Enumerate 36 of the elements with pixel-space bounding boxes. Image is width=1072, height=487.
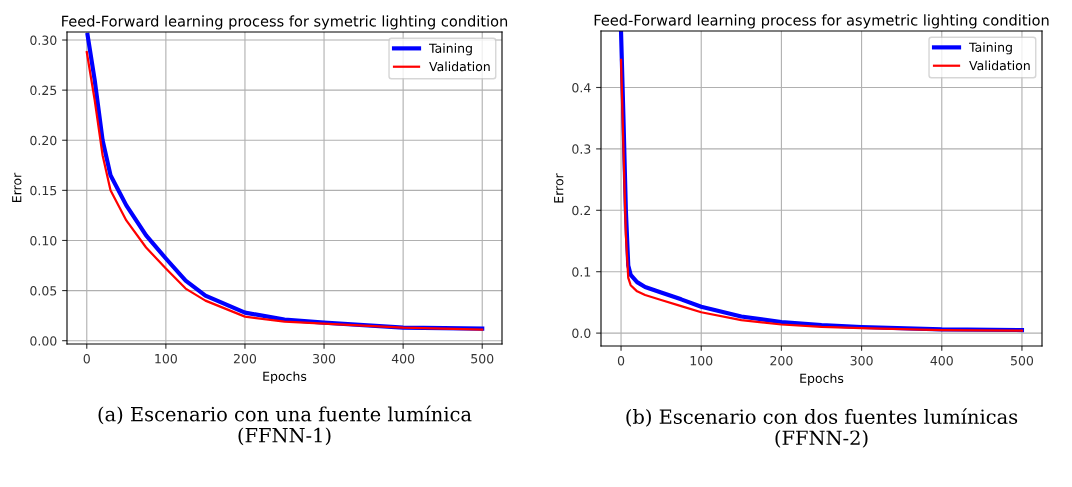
x-tick-label: 400	[391, 353, 415, 364]
y-tick-label: 0.05	[30, 286, 57, 296]
chart-title: Feed-Forward learning process for asymetric lighting condition	[594, 14, 1049, 29]
x-tick-label: 500	[1010, 355, 1034, 366]
y-tick-label: 0.10	[30, 235, 57, 246]
x-tick-label: 100	[155, 353, 177, 364]
x-tick-label: 0	[617, 355, 625, 366]
x-tick-label: 100	[690, 355, 713, 366]
x-axis-title: Epochs	[800, 373, 844, 386]
x-tick-label: 200	[233, 353, 257, 364]
y-tick-label: 0.25	[30, 85, 57, 96]
x-tick-label: 500	[471, 353, 494, 364]
text: (b) Escenario con dos fuentes lumínicas (FFNN-2)	[626, 408, 1018, 448]
x-tick-label: 300	[313, 353, 336, 364]
legend-label: Validation	[429, 61, 490, 72]
legend-label: Taining	[968, 42, 1012, 55]
x-tick-label: 300	[850, 355, 873, 366]
x-tick-label: 200	[770, 355, 793, 366]
x-tick-label: 0	[83, 353, 90, 364]
text: (a) Escenario con una fuente lumínica (FFNN-1)	[98, 405, 472, 446]
y-tick-label: 0.30	[30, 35, 57, 45]
y-tick-label: 0.20	[30, 135, 57, 146]
y-tick-label: 0.00	[30, 336, 57, 346]
y-tick-label: 0.3	[572, 144, 591, 154]
legend-label: Taining	[428, 43, 472, 56]
y-tick-label: 0.1	[572, 267, 591, 277]
y-tick-label: 0.2	[572, 205, 591, 216]
chart-title: Feed-Forward learning process for symetric lighting condition	[62, 15, 508, 30]
y-tick-label: 0.0	[572, 328, 591, 339]
legend-label: Validation	[969, 60, 1030, 71]
x-axis-title: Epochs	[263, 371, 307, 384]
y-axis-title: Error	[554, 173, 564, 203]
y-tick-label: 0.4	[572, 82, 591, 93]
x-tick-label: 400	[930, 355, 953, 366]
y-axis-title: Error	[12, 172, 22, 202]
y-tick-label: 0.15	[30, 185, 57, 196]
